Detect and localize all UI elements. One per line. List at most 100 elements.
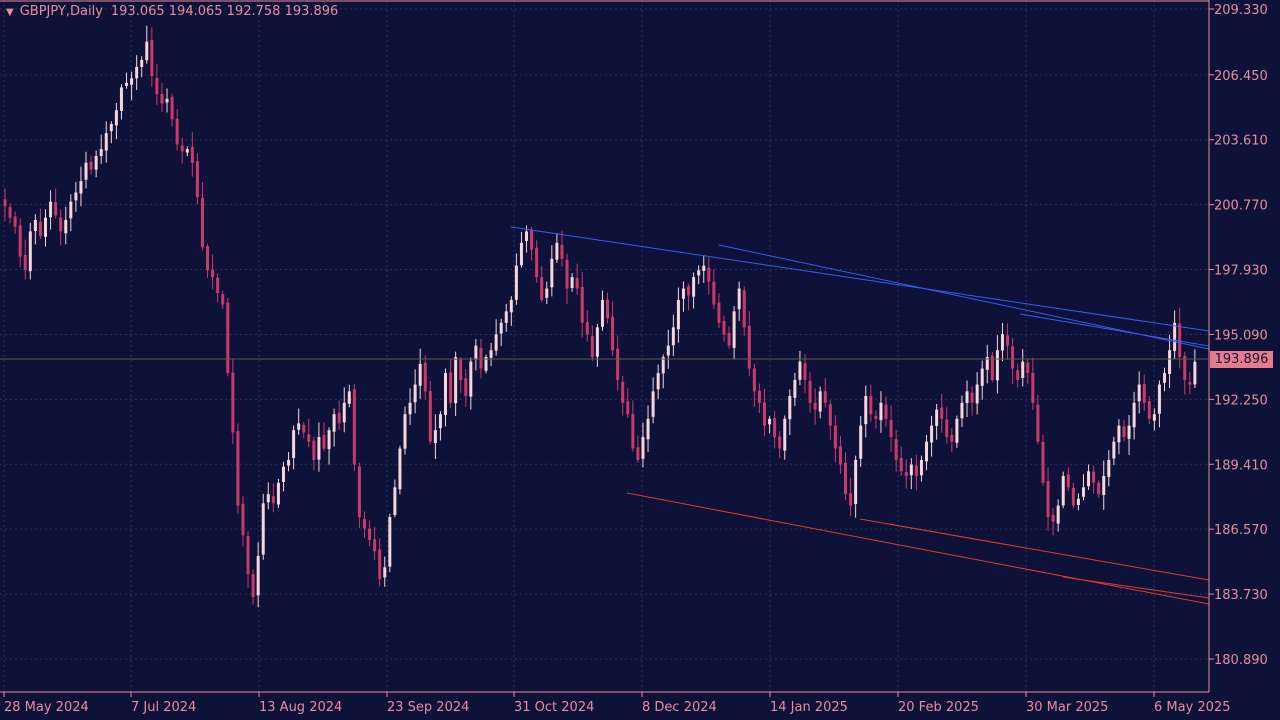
candle-body (206, 246, 209, 270)
candle-body (29, 231, 32, 271)
candle-body (581, 287, 584, 323)
candle-body (895, 439, 898, 460)
candle-body (221, 294, 224, 304)
candle-body (601, 300, 604, 327)
chart-header: ▼ GBPJPY,Daily 193.065 194.065 192.758 193… (6, 4, 338, 19)
candle-body (150, 40, 153, 76)
candle-body (353, 389, 356, 464)
candle-body (166, 99, 169, 103)
candle-body (1001, 334, 1004, 350)
candle-body (920, 460, 923, 475)
candle-body (864, 396, 867, 424)
candle-body (338, 413, 341, 424)
candle-body (79, 181, 82, 193)
candle-body (930, 426, 933, 443)
x-tick-label: 13 Aug 2024 (259, 700, 342, 715)
candle-body (728, 333, 731, 346)
candle-body (560, 245, 563, 259)
candle-body (753, 368, 756, 391)
candle-body (925, 442, 928, 462)
candle-body (1143, 384, 1146, 403)
candle-body (687, 286, 690, 295)
candle-body (74, 193, 77, 201)
candle-body (191, 147, 194, 163)
candle-body (1026, 363, 1029, 373)
candle-body (424, 363, 427, 392)
candle-body (196, 161, 199, 197)
candle-body (717, 303, 720, 323)
candle-body (626, 401, 629, 414)
candle-body (788, 396, 791, 419)
candle-body (657, 373, 660, 389)
y-tick-label: 186.570 (1214, 523, 1268, 538)
candle-body (100, 149, 103, 156)
candle-body (85, 163, 88, 180)
candle-body (292, 430, 295, 458)
candle-body (885, 405, 888, 419)
candle-body (971, 393, 974, 403)
candle-body (702, 266, 705, 271)
candle-body (1041, 442, 1044, 483)
candle-body (960, 403, 963, 418)
candle-body (54, 202, 57, 215)
candle-body (844, 463, 847, 494)
candle-body (743, 290, 746, 327)
candle-body (910, 465, 913, 476)
candle-body (722, 321, 725, 334)
candle-body (69, 202, 72, 219)
candle-body (672, 327, 675, 345)
candle-body (1006, 335, 1009, 345)
candle-body (915, 466, 918, 476)
candle-body (1173, 323, 1176, 351)
candle-body (1168, 350, 1171, 374)
candle-body (373, 539, 376, 551)
candle-body (879, 403, 882, 420)
candle-body (277, 483, 280, 505)
candle-body (935, 410, 938, 426)
candle-body (110, 124, 113, 131)
candle-body (748, 326, 751, 369)
candle-body (378, 549, 381, 578)
candle-body (464, 378, 467, 396)
candle-body (4, 199, 7, 206)
y-tick-label: 189.410 (1214, 458, 1268, 473)
candle-body (49, 202, 52, 218)
candle-body (429, 391, 432, 442)
y-tick-label: 209.330 (1214, 3, 1268, 18)
candle-body (525, 231, 528, 241)
candle-body (1057, 506, 1060, 524)
candle-body (454, 357, 457, 403)
x-tick-label: 30 Mar 2025 (1026, 700, 1108, 715)
candle-body (419, 364, 422, 386)
candle-body (692, 277, 695, 297)
y-tick-label: 197.930 (1214, 264, 1268, 279)
x-tick-label: 20 Feb 2025 (898, 700, 979, 715)
candle-body (64, 220, 67, 233)
candle-body (1193, 362, 1196, 385)
candle-body (783, 419, 786, 451)
candle-body (500, 323, 503, 334)
candle-body (778, 437, 781, 449)
candle-body (267, 494, 270, 502)
candle-body (333, 414, 336, 431)
candle-body (586, 322, 589, 334)
candle-body (257, 556, 260, 595)
candle-body (59, 217, 62, 231)
candle-body (216, 278, 219, 293)
candle-body (414, 385, 417, 403)
candle-body (125, 83, 128, 86)
candle-body (34, 220, 37, 231)
candle-body (140, 60, 143, 67)
candle-body (667, 346, 670, 356)
candle-body (1107, 460, 1110, 477)
candle-body (809, 381, 812, 403)
candle-body (1082, 487, 1085, 496)
candle-body (874, 416, 877, 419)
collapse-triangle-icon[interactable]: ▼ (6, 7, 14, 18)
candle-body (829, 404, 832, 425)
candle-body (287, 460, 290, 466)
candle-body (793, 380, 796, 398)
candle-body (44, 218, 47, 237)
